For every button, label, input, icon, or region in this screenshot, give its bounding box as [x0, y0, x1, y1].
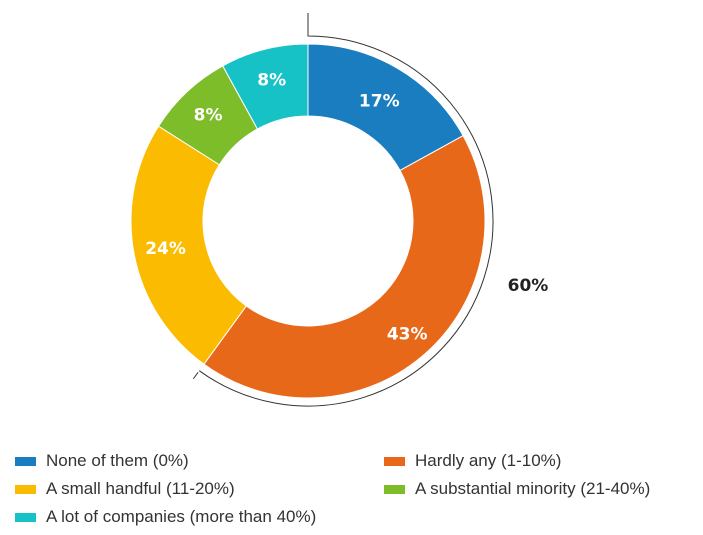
legend-item-none-of-them: None of them (0%) — [15, 451, 189, 471]
slice-label-none-of-them: 17% — [359, 91, 400, 111]
legend-swatch-none-of-them — [15, 456, 36, 466]
slice-a-lot-of-companies — [222, 43, 309, 130]
legend-label-hardly-any: Hardly any (1-10%) — [415, 451, 562, 470]
legend-swatch-lot-of-companies — [15, 512, 36, 522]
legend-swatch-hardly-any — [384, 456, 405, 466]
legend-item-small-handful: A small handful (11-20%) — [15, 479, 235, 499]
legend-swatch-small-handful — [15, 484, 36, 494]
slice-label-hardly-any: 43% — [387, 325, 428, 345]
slice-label-a-small-handful: 24% — [145, 239, 186, 259]
legend-label-none-of-them: None of them (0%) — [46, 451, 189, 470]
donut-chart: 17% 43% 24% 8% 8% 60% — [130, 13, 549, 407]
bracket-label: 60% — [508, 276, 549, 296]
legend-item-substantial-minority: A substantial minority (21-40%) — [384, 479, 650, 499]
slice-label-a-lot-of-companies: 8% — [257, 71, 286, 91]
legend-label-lot-of-companies: A lot of companies (more than 40%) — [46, 507, 317, 526]
legend-label-small-handful: A small handful (11-20%) — [46, 479, 235, 498]
legend-swatch-substantial-minority — [384, 484, 405, 494]
slice-label-a-substantial-minority: 8% — [194, 106, 223, 126]
legend-item-hardly-any: Hardly any (1-10%) — [384, 451, 561, 471]
slice-a-small-handful — [130, 125, 247, 365]
legend-label-substantial-minority: A substantial minority (21-40%) — [415, 479, 651, 498]
slice-hardly-any — [203, 135, 486, 399]
legend-item-lot-of-companies: A lot of companies (more than 40%) — [15, 507, 316, 527]
bracket-line — [192, 13, 494, 407]
